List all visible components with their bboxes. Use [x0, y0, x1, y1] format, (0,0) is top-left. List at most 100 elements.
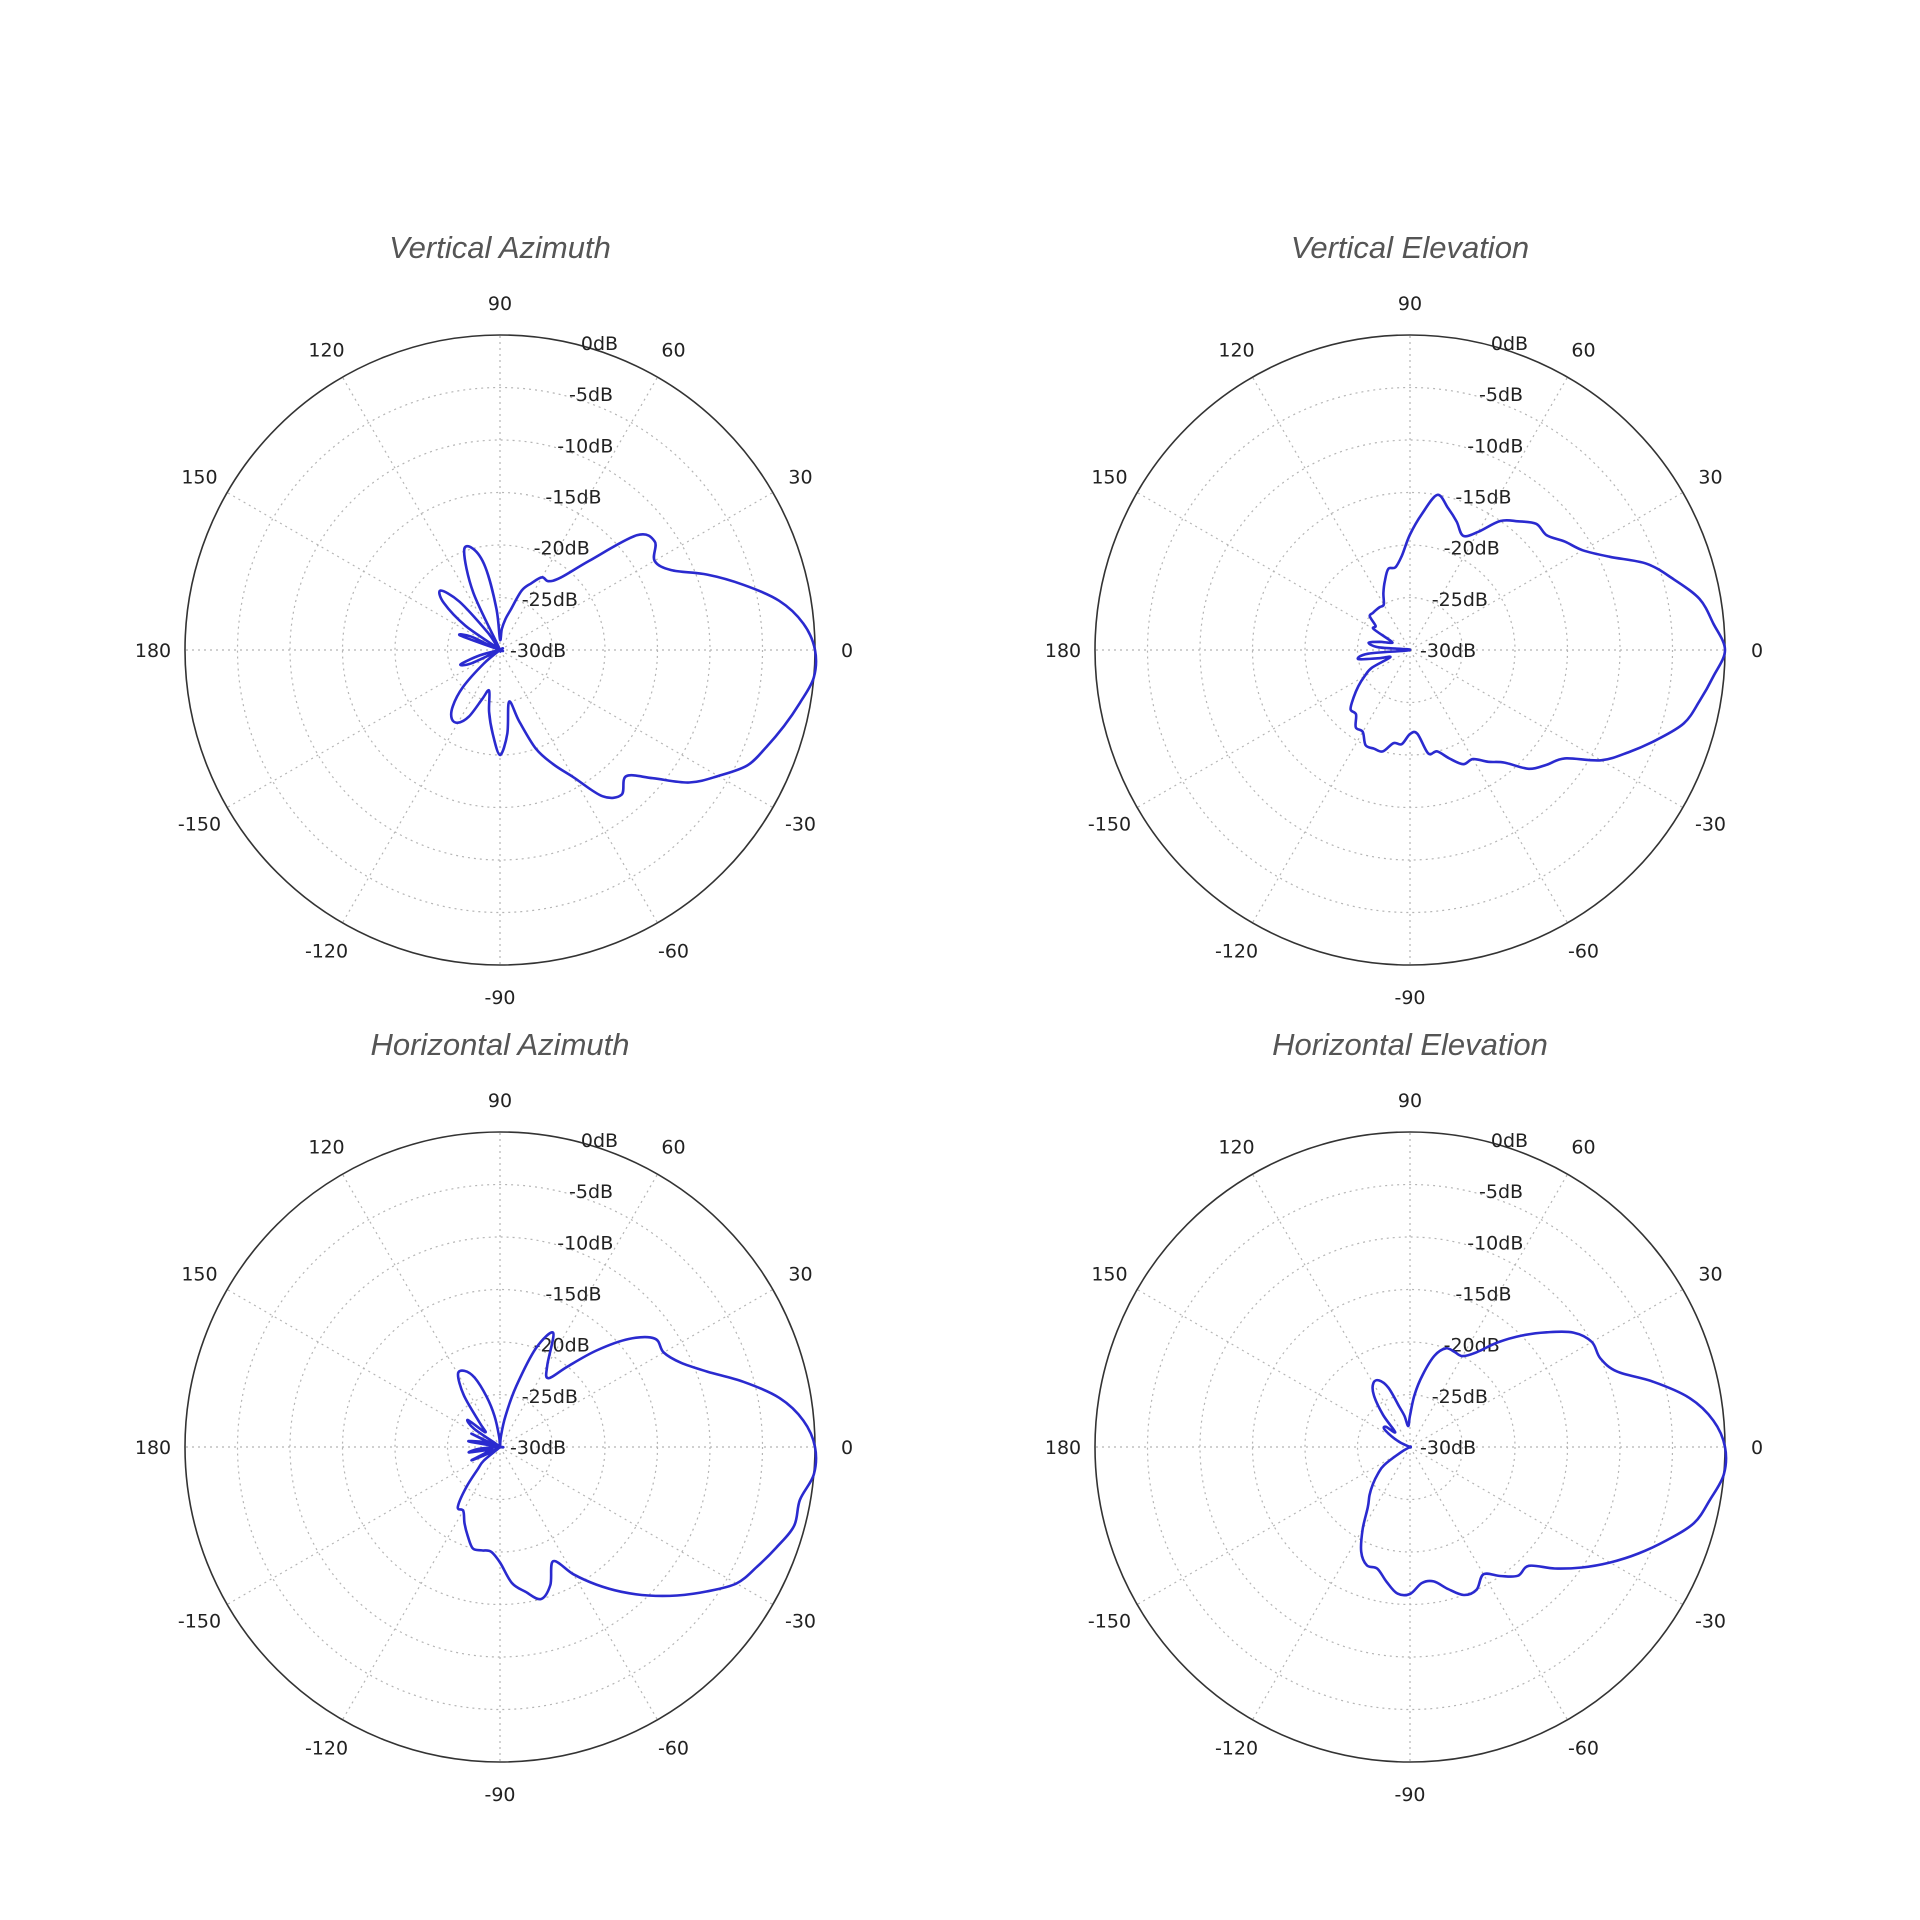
angle-tick-label: -90: [1394, 1784, 1425, 1806]
radial-tick-label: -10dB: [1467, 1232, 1523, 1254]
angle-tick-label: 120: [308, 339, 344, 361]
polar-panel-horizontal-azimuth: Horizontal Azimuth 0 30 60 90 120 150 180 -150 -…: [120, 1027, 880, 1807]
polar-panel-vertical-elevation: Vertical Elevation 0 30 60 90 120 150 180 -150 -…: [1030, 230, 1790, 1010]
radial-tick-label: -5dB: [1479, 384, 1523, 406]
radial-tick-label: 0dB: [581, 333, 618, 355]
grid-spoke: [226, 1446, 501, 1606]
angle-tick-label: -120: [305, 941, 348, 963]
grid-spoke: [499, 376, 659, 651]
radial-tick-label: -10dB: [557, 435, 613, 457]
radial-tick-label: -30dB: [510, 1437, 566, 1459]
grid-spoke: [1251, 1173, 1411, 1448]
grid-spoke: [1409, 1446, 1569, 1721]
angle-tick-label: -120: [1215, 941, 1258, 963]
grid-ring: [1304, 544, 1516, 756]
angle-tick-label: 0: [841, 640, 853, 662]
radial-tick-label: -25dB: [522, 1386, 578, 1408]
polar-chart: 0 30 60 90 120 150 180 -150 -120 -90 -60 -30 0dB -5dB…: [135, 1090, 853, 1806]
grid-ring: [394, 544, 606, 756]
radial-tick-label: -5dB: [1479, 1181, 1523, 1203]
radiation-pattern-line: [456, 1330, 818, 1601]
radial-tick-label: -30dB: [1420, 1437, 1476, 1459]
angle-tick-label: 60: [1571, 339, 1595, 361]
angle-tick-label: -60: [1568, 1738, 1599, 1760]
angle-tick-label: 180: [135, 640, 171, 662]
angle-tick-label: 30: [788, 467, 812, 489]
grid-spoke: [499, 1446, 774, 1606]
angle-tick-label: 150: [1091, 1264, 1127, 1286]
chart-title: Vertical Azimuth: [389, 230, 611, 265]
angle-tick-label: -120: [1215, 1738, 1258, 1760]
grid-spoke: [341, 1446, 501, 1721]
grid-ring: [446, 596, 554, 704]
grid-spoke: [226, 491, 501, 651]
radial-tick-label: 0dB: [1491, 1130, 1528, 1152]
radial-tick-label: -25dB: [1432, 589, 1488, 611]
radial-tick-label: -20dB: [534, 538, 590, 560]
grid-spoke: [1409, 1173, 1569, 1448]
angle-tick-label: 90: [1398, 1090, 1422, 1112]
radial-tick-label: -15dB: [1455, 487, 1511, 509]
grid-spoke: [1136, 1446, 1411, 1606]
angle-tick-label: -30: [1695, 1611, 1726, 1633]
radial-tick-label: -15dB: [545, 1284, 601, 1306]
polar-chart: 0 30 60 90 120 150 180 -150 -120 -90 -60 -30 0dB -5dB…: [1045, 1090, 1763, 1806]
grid-spoke: [341, 376, 501, 651]
grid-spoke: [1409, 1288, 1684, 1448]
grid-spoke: [1409, 649, 1684, 809]
radial-tick-label: -30dB: [1420, 640, 1476, 662]
grid-ring: [1356, 1393, 1464, 1501]
radiation-pattern-line: [1359, 1330, 1728, 1597]
grid-ring: [1304, 1341, 1516, 1553]
grid-ring: [236, 386, 764, 914]
angle-tick-label: -30: [1695, 814, 1726, 836]
grid-spoke: [1136, 491, 1411, 651]
angle-tick-label: -60: [1568, 941, 1599, 963]
grid-spoke: [1251, 649, 1411, 924]
angle-tick-label: -90: [484, 987, 515, 1009]
grid-spoke: [499, 1173, 659, 1448]
grid-spoke: [1251, 1446, 1411, 1721]
grid-spoke: [499, 1446, 659, 1721]
grid-spoke: [1136, 649, 1411, 809]
angle-tick-label: 30: [1698, 467, 1722, 489]
angle-tick-label: 60: [1571, 1136, 1595, 1158]
radial-tick-label: -15dB: [545, 487, 601, 509]
angle-tick-label: 0: [1751, 1437, 1763, 1459]
angle-tick-label: 120: [1218, 1136, 1254, 1158]
angle-tick-label: -150: [1088, 814, 1131, 836]
grid-spoke: [1136, 1288, 1411, 1448]
grid-ring: [236, 1183, 764, 1711]
polar-chart: 0 30 60 90 120 150 180 -150 -120 -90 -60 -30 0dB -5dB…: [1045, 293, 1763, 1009]
grid-ring: [1146, 386, 1674, 914]
angle-tick-label: -150: [1088, 1611, 1131, 1633]
grid-ring: [394, 1341, 606, 1553]
angle-tick-label: -60: [658, 941, 689, 963]
angle-tick-label: 180: [1045, 640, 1081, 662]
radial-tick-label: -30dB: [510, 640, 566, 662]
radial-tick-label: -15dB: [1455, 1284, 1511, 1306]
chart-title: Horizontal Elevation: [1272, 1027, 1548, 1062]
radial-tick-label: -25dB: [1432, 1386, 1488, 1408]
angle-tick-label: 90: [488, 1090, 512, 1112]
angle-tick-label: 30: [788, 1264, 812, 1286]
radial-tick-label: -5dB: [569, 1181, 613, 1203]
chart-title: Horizontal Azimuth: [370, 1027, 630, 1062]
angle-tick-label: 60: [661, 1136, 685, 1158]
radial-tick-label: 0dB: [1491, 333, 1528, 355]
grid-spoke: [226, 1288, 501, 1448]
angle-tick-label: 180: [1045, 1437, 1081, 1459]
grid-ring: [446, 1393, 554, 1501]
radial-tick-label: -20dB: [534, 1335, 590, 1357]
angle-tick-label: -30: [785, 1611, 816, 1633]
radial-tick-label: -20dB: [1444, 1335, 1500, 1357]
grid-spoke: [1409, 376, 1569, 651]
angle-tick-label: 0: [1751, 640, 1763, 662]
grid-spoke: [499, 649, 659, 924]
radial-tick-label: -25dB: [522, 589, 578, 611]
radial-tick-label: -10dB: [1467, 435, 1523, 457]
grid-spoke: [1409, 649, 1569, 924]
grid-spoke: [499, 491, 774, 651]
radiation-pattern-line: [1349, 493, 1727, 771]
angle-tick-label: -120: [305, 1738, 348, 1760]
